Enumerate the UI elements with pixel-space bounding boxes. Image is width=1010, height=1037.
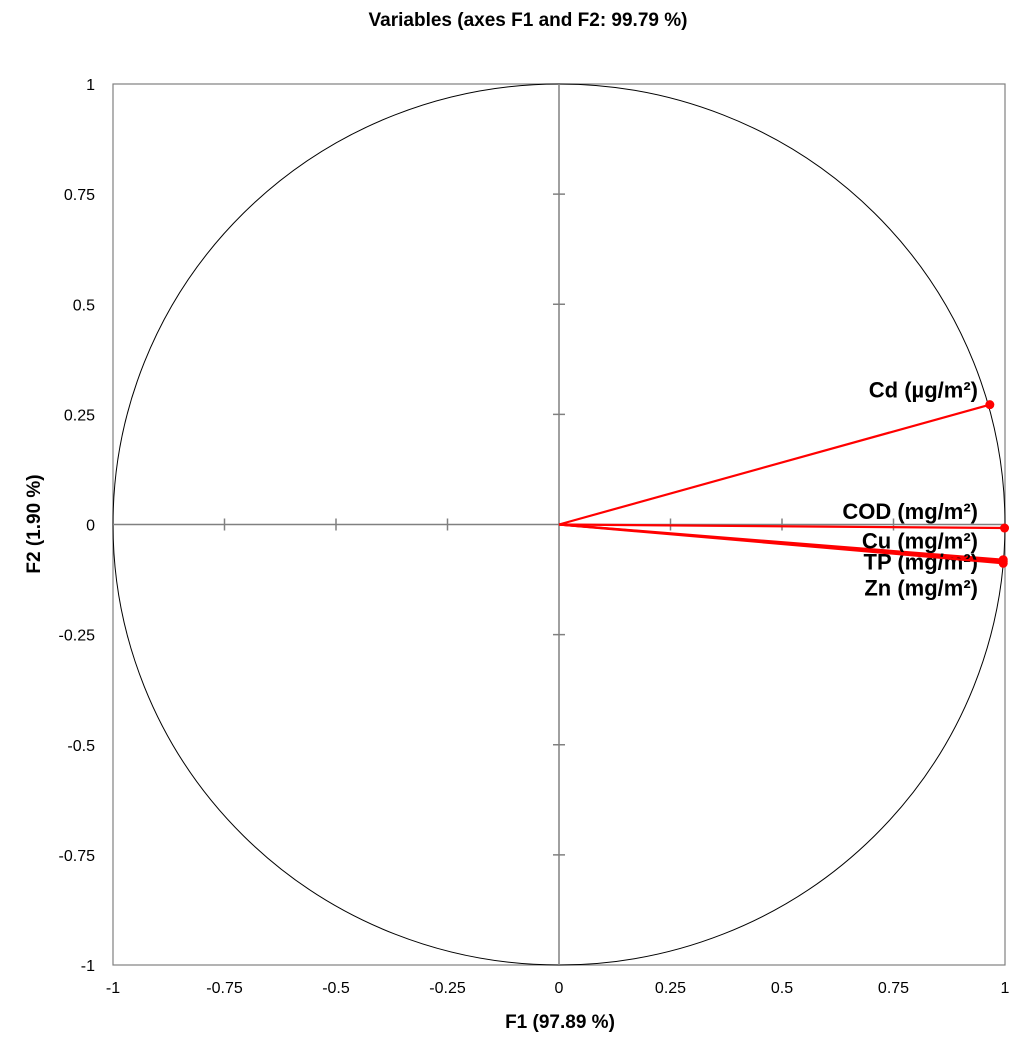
y-axis-title: F2 (1.90 %) bbox=[24, 474, 45, 573]
x-tick-label: 1 bbox=[1001, 980, 1010, 997]
x-tick-label: -0.75 bbox=[206, 980, 243, 997]
loading-point bbox=[998, 558, 1008, 568]
chart-title: Variables (axes F1 and F2: 99.79 %) bbox=[369, 10, 688, 31]
x-tick-label: 0.5 bbox=[771, 980, 793, 997]
x-tick-label: 0 bbox=[555, 980, 564, 997]
loading-point bbox=[985, 400, 995, 410]
x-tick-label: -0.5 bbox=[322, 980, 350, 997]
y-tick-label: 0.25 bbox=[64, 407, 95, 424]
x-tick-label: 0.25 bbox=[655, 980, 686, 997]
plot-area: -1 -0.75 -0.5 -0.25 0 0.25 0.5 0.75 1 -1 -0.75 -0.5… bbox=[59, 77, 1010, 997]
y-tick-label: 0.5 bbox=[73, 297, 95, 314]
variable-label: Cu (mg/m²) bbox=[862, 529, 978, 554]
loading-vector bbox=[558, 523, 1005, 530]
loading-point bbox=[1000, 523, 1010, 533]
variable-label: Zn (mg/m²) bbox=[864, 575, 978, 600]
x-tick-label: -1 bbox=[106, 980, 120, 997]
x-axis-title: F1 (97.89 %) bbox=[505, 1012, 615, 1033]
y-tick-label: -0.75 bbox=[59, 848, 96, 865]
y-tick-label: 0.75 bbox=[64, 187, 95, 204]
y-tick-label: -0.5 bbox=[67, 738, 95, 755]
variable-label: Cd (µg/m²) bbox=[869, 378, 978, 403]
y-tick-label: 0 bbox=[86, 518, 95, 535]
x-tick-label: -0.25 bbox=[429, 980, 466, 997]
y-tick-label: -0.25 bbox=[59, 628, 96, 645]
y-tick-label: 1 bbox=[86, 77, 95, 94]
variable-label: COD (mg/m²) bbox=[842, 499, 978, 524]
x-tick-label: 0.75 bbox=[878, 980, 909, 997]
y-tick-label: -1 bbox=[81, 958, 95, 975]
loading-vector bbox=[558, 523, 1004, 565]
loading-vector bbox=[558, 403, 991, 526]
